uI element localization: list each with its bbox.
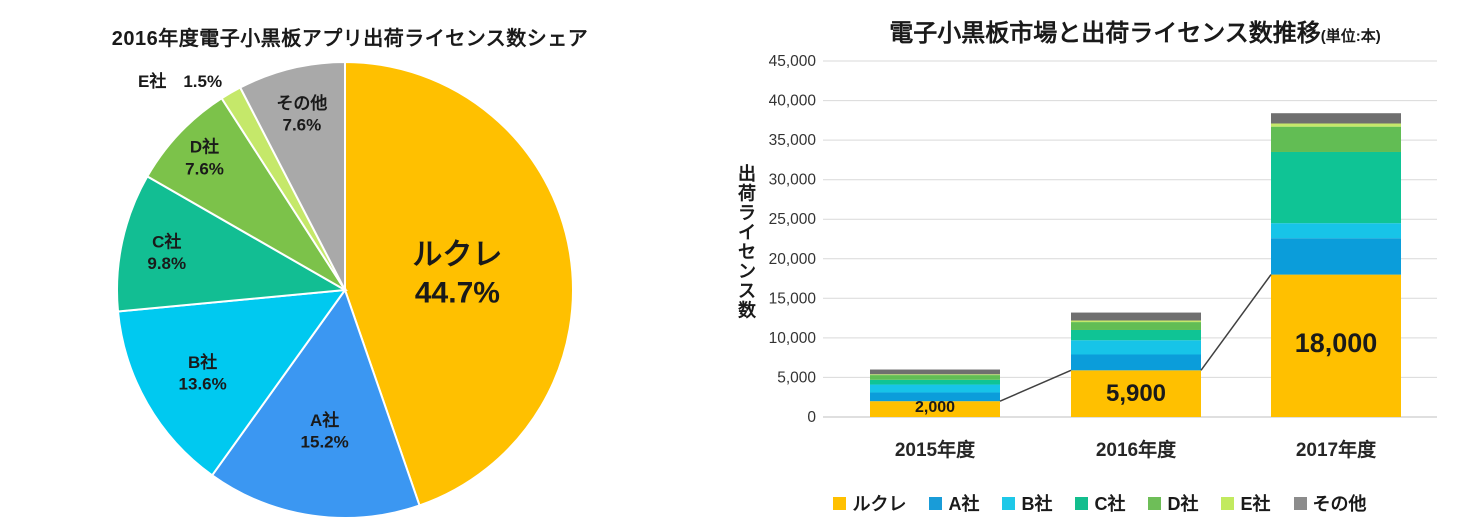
pie-slice-2: [116, 288, 348, 477]
bar-segment-1-4: [1071, 322, 1201, 330]
y-axis-title-char-0: 出: [738, 163, 756, 184]
trend-line-segment-0: [999, 369, 1072, 402]
legend-swatch-2: [1002, 496, 1016, 510]
legend-label-6: その他: [1312, 494, 1367, 514]
x-category-label-0: 2015年度: [895, 438, 976, 461]
bar-segment-1-6: [1071, 312, 1201, 321]
legend-label-1: A社: [948, 494, 980, 514]
bar-segment-2-3: [1271, 151, 1401, 224]
legend-item-1: A社: [929, 490, 979, 516]
legend-swatch-4: [1148, 496, 1162, 510]
y-axis-title-char-2: ラ: [738, 203, 756, 223]
bar-segment-1-5: [1071, 320, 1201, 323]
y-tick-label-7: 35,000: [769, 132, 817, 149]
legend-label-4: D社: [1167, 494, 1199, 514]
y-tick-label-2: 10,000: [769, 330, 817, 347]
bar-chart-legend: ルクレ A社 B社 C社 D社 E社 その他: [780, 487, 1420, 519]
x-category-label-1: 2016年度: [1096, 438, 1177, 461]
pie-label-5: E社 1.5%: [138, 71, 222, 91]
pie-slice-4: [145, 96, 346, 291]
legend-item-2: B社: [1002, 490, 1052, 516]
legend-label-0: ルクレ: [852, 494, 907, 514]
y-axis-title-char-5: ン: [738, 262, 756, 282]
legend-item-6: その他: [1293, 490, 1367, 516]
y-tick-label-0: 0: [807, 409, 816, 426]
legend-swatch-6: [1293, 496, 1307, 510]
legend-swatch-1: [929, 496, 943, 510]
legend-item-3: C社: [1075, 490, 1125, 516]
pie-chart-title: 2016年度電子小黒板アプリ出荷ライセンス数シェア: [111, 28, 589, 50]
y-tick-label-5: 25,000: [769, 211, 817, 228]
bar-segment-1-3: [1071, 329, 1201, 341]
x-category-label-2: 2017年度: [1296, 438, 1377, 461]
bar-segment-0-5: [870, 374, 1000, 376]
pie-label-6: その他 7.6%: [276, 93, 327, 135]
bar-chart-title-unit: (単位:本): [1320, 28, 1381, 45]
y-axis-title-char-1: 荷: [738, 183, 756, 204]
bar-segment-1-0: [1071, 370, 1201, 417]
legend-item-0: ルクレ: [833, 490, 906, 516]
y-axis-title-char-6: ス: [738, 281, 756, 301]
bar-segment-0-3: [870, 379, 1000, 385]
bar-value-label-1: 5,900: [1106, 380, 1166, 407]
pie-label-2: B社 13.6%: [179, 352, 227, 394]
pie-label-4: D社 7.6%: [185, 137, 224, 179]
bar-segment-2-1: [1271, 238, 1401, 275]
bar-segment-2-2: [1271, 223, 1401, 239]
bar-segment-0-4: [870, 375, 1000, 380]
bar-segment-2-5: [1271, 123, 1401, 127]
pie-label-3: C社 9.8%: [147, 232, 186, 274]
y-tick-label-6: 30,000: [769, 172, 817, 189]
bar-segment-0-6: [870, 369, 1000, 375]
legend-swatch-0: [833, 496, 847, 510]
bar-segment-2-4: [1271, 126, 1401, 152]
legend-label-5: E社: [1240, 494, 1271, 514]
y-axis-title-char-3: イ: [738, 223, 756, 243]
bar-value-label-2: 18,000: [1295, 328, 1378, 358]
pie-label-1: A社 15.2%: [301, 410, 349, 452]
bar-segment-1-2: [1071, 340, 1201, 355]
y-axis-title-char-4: セ: [738, 242, 756, 262]
bar-segment-2-0: [1271, 274, 1401, 417]
y-tick-label-3: 15,000: [769, 290, 817, 307]
bar-segment-0-2: [870, 384, 1000, 393]
trend-line-segment-1: [1200, 274, 1272, 371]
bar-chart-title: 電子小黒板市場と出荷ライセンス数推移(単位:本): [810, 13, 1460, 48]
bar-value-label-0: 2,000: [915, 399, 955, 416]
bar-chart-title-main: 電子小黒板市場と出荷ライセンス数推移: [889, 20, 1321, 47]
legend-item-4: D社: [1148, 490, 1198, 516]
bar-segment-1-1: [1071, 354, 1201, 371]
legend-item-5: E社: [1221, 490, 1271, 516]
y-tick-label-9: 45,000: [769, 53, 817, 70]
y-tick-label-4: 20,000: [769, 251, 817, 268]
legend-label-3: C社: [1094, 494, 1126, 514]
bar-segment-2-6: [1271, 113, 1401, 124]
bar-segment-0-0: [870, 401, 1000, 417]
bar-segment-0-1: [870, 392, 1000, 402]
legend-swatch-3: [1075, 496, 1089, 510]
legend-label-2: B社: [1021, 494, 1053, 514]
y-axis-title-char-7: 数: [738, 300, 757, 321]
legend-swatch-5: [1221, 496, 1235, 510]
pie-slice-0: [344, 60, 574, 507]
pie-slice-1: [210, 287, 421, 519]
pie-slice-3: [116, 175, 349, 313]
pie-label-0: ルクレ 44.7%: [412, 239, 502, 310]
pie-slice-6: [238, 60, 346, 291]
y-tick-label-8: 40,000: [769, 93, 817, 110]
y-tick-label-1: 5,000: [777, 369, 816, 386]
